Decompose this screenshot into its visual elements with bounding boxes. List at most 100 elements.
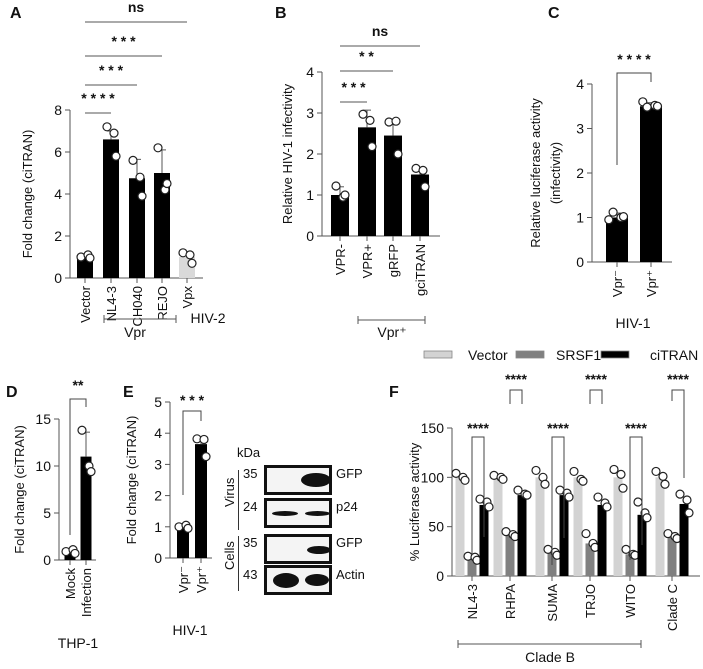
y-tick-label: 15 (35, 411, 51, 427)
y-axis-label: Fold change (ciTRAN) (20, 130, 35, 259)
panel-letter-D: D (6, 384, 18, 401)
data-point (608, 207, 618, 217)
bar-srsf1 (667, 536, 677, 576)
significance-label: * * * * (81, 90, 115, 106)
y-tick-label: 0 (576, 254, 584, 270)
group-label: HIV-2 (190, 310, 225, 326)
data-point (540, 479, 550, 489)
y-tick-label: 2 (54, 228, 62, 244)
blot-band (301, 473, 331, 487)
data-point (602, 502, 612, 512)
y-tick-label: 0 (436, 568, 444, 584)
data-point (418, 165, 428, 175)
y-tick-label: 4 (576, 76, 584, 92)
y-axis-label: % Luciferase activity (407, 442, 422, 561)
y-axis-label: Fold change (ciTRAN) (124, 416, 139, 545)
data-point (498, 474, 508, 484)
bar (177, 528, 189, 558)
significance-label: **** (505, 371, 527, 387)
group-label: HIV-1 (172, 622, 207, 638)
blot-protein: p24 (336, 499, 358, 514)
bar-srsf1 (625, 554, 635, 576)
significance-label: * * * (180, 392, 205, 408)
x-tick-label: CH040 (130, 286, 145, 326)
y-tick-label: 0 (154, 550, 162, 566)
bar-citran (517, 495, 527, 576)
data-point (135, 172, 145, 182)
y-tick-label: 3 (306, 105, 314, 121)
panel-B-chart: 0 1 2 3 4 Relative HIV-1 infectivity VPR- VPR+ g… (280, 23, 440, 340)
group-label: Vpr⁺ (377, 324, 406, 340)
panel-letter-E: E (123, 384, 134, 401)
y-tick-label: 1 (154, 519, 162, 535)
data-point (522, 490, 532, 500)
y-tick-label: 10 (35, 458, 51, 474)
data-point (137, 191, 147, 201)
y-tick-label: 5 (154, 394, 162, 410)
bar (129, 178, 145, 278)
x-tick-label: VPR+ (360, 244, 375, 278)
y-tick-label: 0 (54, 270, 62, 286)
x-tick-label: Vpr⁻ (176, 566, 191, 593)
y-tick-label: 1 (576, 210, 584, 226)
data-point (633, 497, 643, 507)
virus-divider (238, 470, 239, 530)
data-point (642, 102, 652, 112)
panel-F-chart: 0 50 100 150 % Luciferase activity NL4-3 RHPA S… (407, 371, 700, 665)
x-tick-label: gRFP (386, 244, 401, 277)
data-point (618, 212, 629, 222)
significance-bracket (671, 389, 685, 478)
data-point (651, 466, 661, 477)
legend-label: SRSF1 (556, 347, 601, 363)
x-tick-label: TRJO (583, 584, 598, 618)
bar (64, 552, 76, 560)
data-point (420, 182, 430, 192)
y-tick-label: 4 (54, 186, 62, 202)
data-point (331, 181, 341, 191)
data-point (391, 116, 401, 126)
data-point (162, 178, 172, 189)
significance-bracket (69, 398, 87, 535)
blot-kda: 35 (243, 466, 258, 481)
data-point (569, 466, 579, 477)
bar-srsf1 (505, 534, 515, 576)
x-tick-label: Vpr⁻ (610, 270, 625, 297)
data-point (684, 508, 694, 518)
y-tick-label: 150 (421, 420, 445, 436)
significance-bracket (471, 436, 485, 555)
bar (195, 444, 207, 558)
panel-C-chart: 0 1 2 3 4 Relative luciferase activity (infect… (528, 51, 672, 331)
significance-label: * * * (341, 79, 366, 95)
data-point (365, 115, 375, 125)
y-axis-label: (infectivity) (548, 142, 563, 204)
data-point (187, 258, 197, 268)
blot-section-virus: Virus (222, 477, 237, 507)
data-point (451, 468, 461, 478)
significance-label: * * * * (617, 51, 651, 67)
bar-vector (613, 477, 623, 576)
blot-lane-virus-gfp (264, 465, 332, 495)
data-point (183, 523, 193, 533)
bar (103, 139, 119, 278)
panel-letter-C: C (548, 5, 560, 22)
legend-swatch-citran (600, 350, 630, 359)
y-tick-label: 6 (54, 144, 62, 160)
y-tick-label: 2 (576, 165, 584, 181)
y-tick-label: 50 (428, 519, 444, 535)
data-point (484, 502, 494, 512)
data-point (460, 475, 470, 485)
x-tick-label: NL4-3 (104, 286, 119, 321)
data-point (185, 250, 195, 260)
significance-bracket (589, 389, 603, 404)
panel-E-chart: 0 1 2 3 4 5 Fold change (ciTRAN) Vpr⁻ Vpr⁺ * * * H… (124, 392, 212, 638)
x-tick-label: SUMA (545, 584, 560, 622)
data-point (581, 528, 591, 539)
legend: Vector SRSF1 ciTRAN (423, 347, 698, 363)
panel-A-chart: 0 2 4 6 8 Fold change (ciTRAN) Vector NL4-3 CH04… (20, 0, 226, 340)
significance-label: **** (625, 420, 647, 436)
y-axis-label: Relative luciferase activity (528, 98, 543, 248)
data-point (675, 489, 685, 499)
blot-lane-virus-p24 (264, 498, 332, 528)
significance-label: * * * (111, 33, 136, 49)
significance-label: **** (467, 420, 489, 436)
